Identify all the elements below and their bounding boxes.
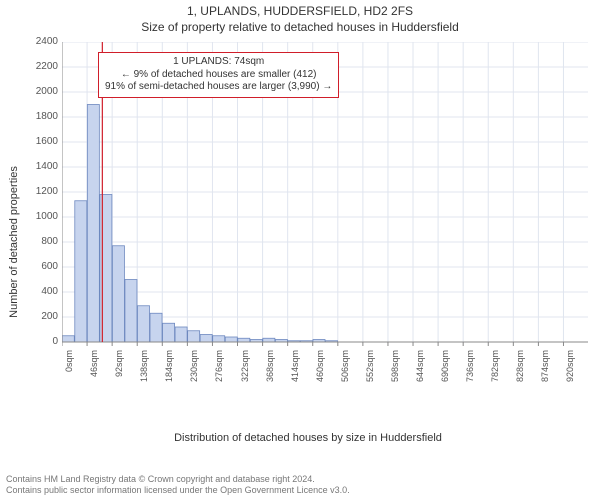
y-tick: 1600 (28, 136, 58, 147)
y-tick: 2200 (28, 61, 58, 72)
y-tick: 1800 (28, 111, 58, 122)
y-tick: 2400 (28, 36, 58, 47)
x-tick: 322sqm (240, 350, 250, 390)
x-tick: 598sqm (390, 350, 400, 390)
x-tick: 414sqm (290, 350, 300, 390)
y-tick: 1000 (28, 211, 58, 222)
address-title: 1, UPLANDS, HUDDERSFIELD, HD2 2FS (0, 4, 600, 18)
x-tick: 828sqm (515, 350, 525, 390)
y-tick: 200 (28, 311, 58, 322)
root: 1, UPLANDS, HUDDERSFIELD, HD2 2FS Size o… (0, 0, 600, 500)
y-tick: 1200 (28, 186, 58, 197)
x-tick: 230sqm (189, 350, 199, 390)
x-tick: 276sqm (214, 350, 224, 390)
footer-line1: Contains HM Land Registry data © Crown c… (6, 474, 350, 485)
x-tick: 0sqm (64, 350, 74, 390)
x-tick: 46sqm (89, 350, 99, 390)
y-tick: 0 (28, 336, 58, 347)
annotation-line1: 1 UPLANDS: 74sqm (105, 56, 332, 69)
y-tick: 400 (28, 286, 58, 297)
footer-line2: Contains public sector information licen… (6, 485, 350, 496)
y-tick: 600 (28, 261, 58, 272)
annotation-box: 1 UPLANDS: 74sqm ← 9% of detached houses… (98, 52, 339, 98)
subtitle: Size of property relative to detached ho… (0, 20, 600, 34)
chart: Number of detached properties 0200400600… (28, 42, 588, 442)
y-axis-label: Number of detached properties (8, 166, 20, 318)
x-axis-label: Distribution of detached houses by size … (28, 432, 588, 444)
x-tick: 138sqm (139, 350, 149, 390)
x-tick: 736sqm (465, 350, 475, 390)
x-tick: 368sqm (265, 350, 275, 390)
footer: Contains HM Land Registry data © Crown c… (6, 474, 350, 497)
x-tick: 782sqm (490, 350, 500, 390)
x-tick: 552sqm (365, 350, 375, 390)
x-tick: 92sqm (114, 350, 124, 390)
x-tick: 874sqm (540, 350, 550, 390)
y-tick: 800 (28, 236, 58, 247)
y-tick: 2000 (28, 86, 58, 97)
x-tick: 920sqm (565, 350, 575, 390)
x-tick: 184sqm (164, 350, 174, 390)
y-tick: 1400 (28, 161, 58, 172)
x-tick: 460sqm (315, 350, 325, 390)
annotation-line3: 91% of semi-detached houses are larger (… (105, 81, 332, 94)
x-tick: 644sqm (415, 350, 425, 390)
title-block: 1, UPLANDS, HUDDERSFIELD, HD2 2FS Size o… (0, 4, 600, 34)
annotation-line2: ← 9% of detached houses are smaller (412… (105, 69, 332, 82)
x-tick: 690sqm (440, 350, 450, 390)
x-tick: 506sqm (340, 350, 350, 390)
